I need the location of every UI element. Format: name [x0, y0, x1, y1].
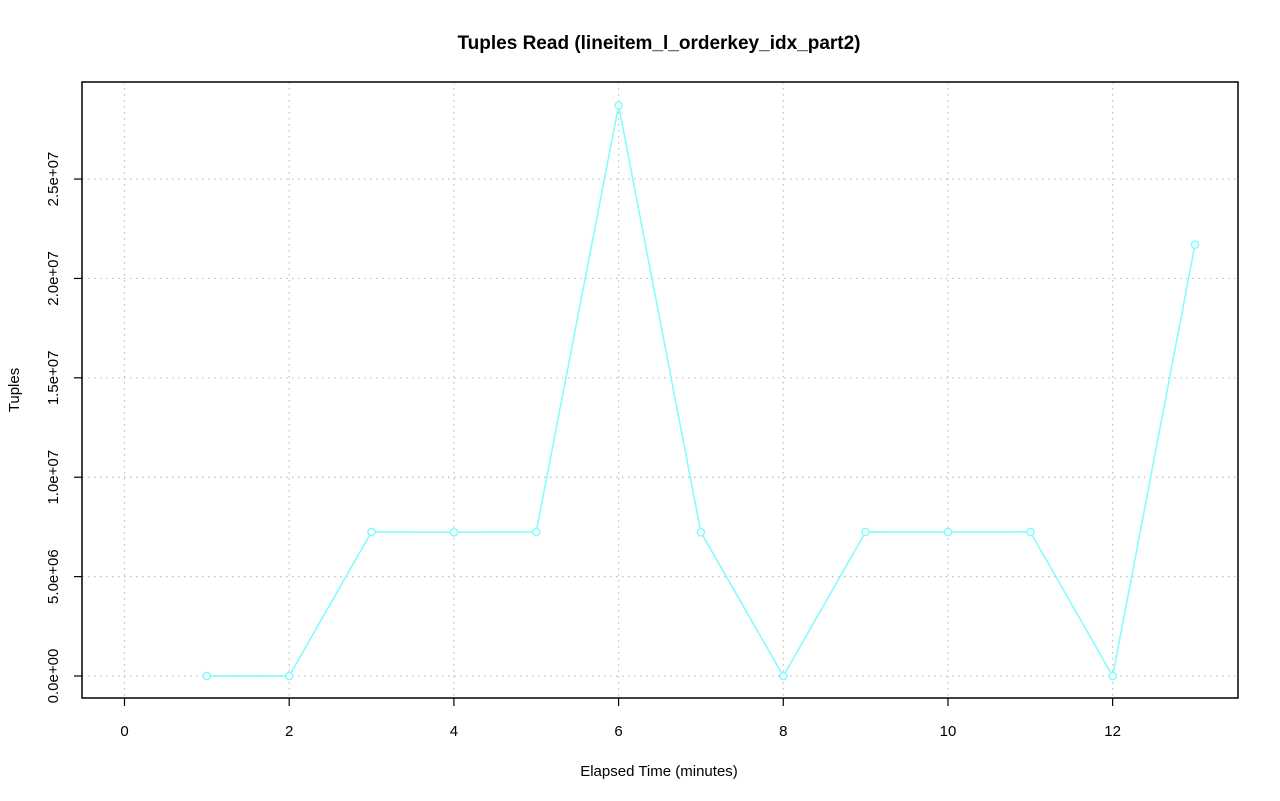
y-tick-label: 1.0e+07	[45, 450, 62, 505]
plot-frame	[81, 81, 1239, 699]
data-point	[1026, 527, 1035, 537]
data-point	[1190, 240, 1200, 249]
series-layer	[202, 101, 1200, 681]
x-tick-label: 6	[614, 723, 622, 740]
x-tick-label: 0	[120, 723, 128, 740]
x-axis: 0 2 4 6 8 10 12	[120, 698, 1121, 740]
chart-title: Tuples Read (lineitem_l_orderkey_idx_par…	[457, 33, 860, 54]
y-tick-label: 2.0e+07	[45, 251, 62, 306]
data-point	[943, 527, 953, 537]
data-point	[1108, 671, 1117, 681]
data-point	[531, 527, 541, 537]
x-tick-label: 2	[285, 723, 293, 740]
x-tick-label: 12	[1104, 723, 1121, 740]
x-tick-label: 8	[779, 723, 787, 740]
y-tick-label: 2.5e+07	[45, 152, 62, 207]
y-axis-label: Tuples	[6, 368, 23, 412]
data-point	[614, 101, 623, 110]
data-point	[284, 671, 294, 681]
data-point	[367, 527, 376, 537]
x-tick-label: 4	[450, 723, 458, 740]
x-tick-label: 10	[940, 723, 957, 740]
data-point	[202, 671, 212, 681]
x-axis-label: Elapsed Time (minutes)	[580, 763, 738, 780]
data-point	[696, 528, 706, 537]
y-axis: 0.0e+00 5.0e+06 1.0e+07 1.5e+07 2.0e+07 2.5e+…	[45, 152, 82, 704]
grid-lines	[82, 82, 1238, 698]
series-line	[206, 105, 1196, 679]
y-tick-label: 1.5e+07	[45, 351, 62, 406]
y-tick-label: 5.0e+06	[45, 549, 62, 604]
y-tick-label: 0.0e+00	[45, 649, 62, 704]
data-point	[449, 528, 459, 537]
data-point	[779, 671, 788, 681]
data-point	[861, 527, 870, 537]
